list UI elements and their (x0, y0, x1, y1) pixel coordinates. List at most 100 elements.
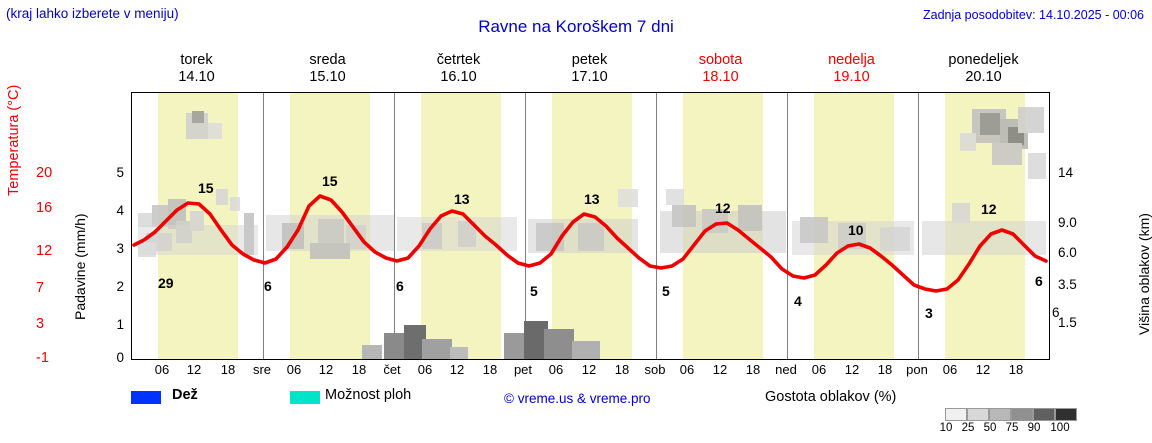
hour-label-20: 06 (811, 362, 827, 377)
hour-label-1: 12 (186, 362, 202, 377)
cloud-density-value-25: 25 (961, 422, 975, 434)
temp-label-9: 12 (715, 200, 731, 216)
day-column-2: četrtek 16.10 (436, 52, 481, 85)
precip-tick-1: 1 (116, 317, 124, 332)
hour-label-5: 12 (318, 362, 334, 377)
hour-label-3: sre (252, 362, 272, 377)
cloud-density-value-75: 75 (1005, 422, 1019, 434)
page-title: Ravne na Koroškem 7 dni (478, 17, 674, 36)
hour-label-12: 06 (548, 362, 564, 377)
day-separator-4 (656, 93, 657, 359)
hour-label-2: 18 (220, 362, 236, 377)
day-column-0: torek 14.10 (178, 52, 215, 85)
hour-label-4: 06 (286, 362, 302, 377)
hour-label-21: 12 (844, 362, 860, 377)
cloud-density-value-90: 90 (1027, 422, 1041, 434)
hour-label-6: 18 (351, 362, 367, 377)
cloud-density-swatch-75 (1011, 408, 1033, 421)
plot-canvas (132, 107, 1048, 359)
cloud-density-value-50: 50 (983, 422, 997, 434)
temp-tick-7: 7 (36, 280, 45, 296)
precip-tick-3: 3 (116, 241, 124, 256)
temp-label-14: 6 (1035, 273, 1043, 289)
temp-tick-12: 12 (36, 243, 53, 259)
cloud-tick-35: 3.5 (1058, 277, 1077, 292)
cloud-density-value-10: 10 (939, 422, 953, 434)
temp-tick-m1: -1 (36, 350, 49, 366)
precipitation-axis-title: Padavine (mm/h) (72, 213, 88, 320)
hour-label-15: sob (644, 362, 666, 377)
day-separator-6 (918, 93, 919, 359)
day-separator-3 (525, 93, 526, 359)
day-header: torek 14.10 sreda 15.10 četrtek 16.10 petek… (131, 52, 1050, 92)
cloud-density-swatch-50 (989, 408, 1011, 421)
temp-label-8: 5 (662, 283, 670, 299)
cloud-tick-15: 1.5 (1058, 315, 1077, 330)
forecast-plot: 29 15 6 15 6 13 5 13 5 12 4 10 3 12 6 (131, 92, 1050, 360)
cloud-density-swatch-90 (1033, 408, 1055, 421)
cloud-tick-9: 9.0 (1058, 215, 1077, 230)
day-separator-2 (394, 93, 395, 359)
day-column-6: ponedeljek 20.10 (948, 52, 1019, 85)
day-separator-5 (787, 93, 788, 359)
hour-label-14: 18 (614, 362, 630, 377)
hour-axis: 06 12 18 sre 06 12 18 čet 06 12 18 pet 0… (131, 362, 1050, 380)
day-column-1: sreda 15.10 (309, 52, 346, 85)
day-column-5: nedelja 19.10 (828, 52, 875, 85)
precip-tick-4: 4 (116, 203, 124, 218)
temp-label-3: 15 (322, 173, 338, 189)
hour-label-0: 06 (154, 362, 170, 377)
cloud-density-value-100: 100 (1050, 422, 1070, 434)
temp-label-11: 10 (848, 222, 864, 238)
precip-tick-0: 0 (116, 350, 124, 365)
showers-color-swatch (290, 391, 320, 404)
last-updated: Zadnja posodobitev: 14.10.2025 - 00:06 (922, 8, 1144, 22)
temp-tick-16: 16 (36, 200, 53, 216)
day-separator-1 (263, 93, 264, 359)
hour-label-10: 18 (482, 362, 498, 377)
hour-label-18: 18 (745, 362, 761, 377)
day-column-4: sobota 18.10 (698, 52, 743, 85)
temp-label-0: 29 (158, 275, 174, 291)
cloud-density-swatch-25 (967, 408, 989, 421)
cloud-tick-14: 14 (1058, 165, 1074, 180)
cloud-density-swatch-10 (945, 408, 967, 421)
temp-label-13: 12 (981, 201, 997, 217)
rain-color-swatch (131, 391, 161, 404)
temp-label-5: 13 (454, 191, 470, 207)
temperature-axis-title: Temperatura (°C) (6, 84, 22, 196)
temp-label-7: 13 (584, 191, 600, 207)
precip-tick-5: 5 (116, 165, 124, 180)
showers-legend-label: Možnost ploh (325, 387, 412, 403)
temp-label-2: 6 (264, 278, 272, 294)
hour-label-9: 12 (449, 362, 465, 377)
temp-label-10: 4 (794, 293, 802, 309)
temp-tick-20: 20 (36, 165, 53, 181)
hour-label-22: 18 (877, 362, 893, 377)
location-note: (kraj lahko izberete v meniju) (6, 6, 179, 21)
temp-label-6: 5 (530, 283, 538, 299)
temp-tick-3: 3 (36, 316, 45, 332)
hour-label-24: 06 (942, 362, 958, 377)
cloud-tick-6: 6.0 (1058, 245, 1077, 260)
cloud-height-axis-title: Višina oblakov (km) (1136, 213, 1152, 335)
precip-tick-2: 2 (116, 279, 124, 294)
credit-link[interactable]: © vreme.us & vreme.pro (504, 391, 651, 406)
hour-label-7: čet (383, 362, 401, 377)
day-column-3: petek 17.10 (571, 52, 608, 85)
hour-label-8: 06 (417, 362, 433, 377)
temp-label-4: 6 (396, 278, 404, 294)
hour-label-23: pon (906, 362, 928, 377)
hour-label-11: pet (513, 362, 533, 377)
cloud-density-swatch-100 (1055, 408, 1077, 421)
hour-label-19: ned (775, 362, 797, 377)
rain-legend-label: Dež (172, 387, 198, 403)
hour-label-16: 06 (679, 362, 695, 377)
temp-label-12: 3 (925, 305, 933, 321)
hour-label-25: 12 (975, 362, 991, 377)
hour-label-26: 18 (1008, 362, 1024, 377)
temp-label-1: 15 (198, 180, 214, 196)
hour-label-13: 12 (581, 362, 597, 377)
hour-label-17: 12 (712, 362, 728, 377)
cloud-tick-last: 6 (1052, 305, 1060, 320)
